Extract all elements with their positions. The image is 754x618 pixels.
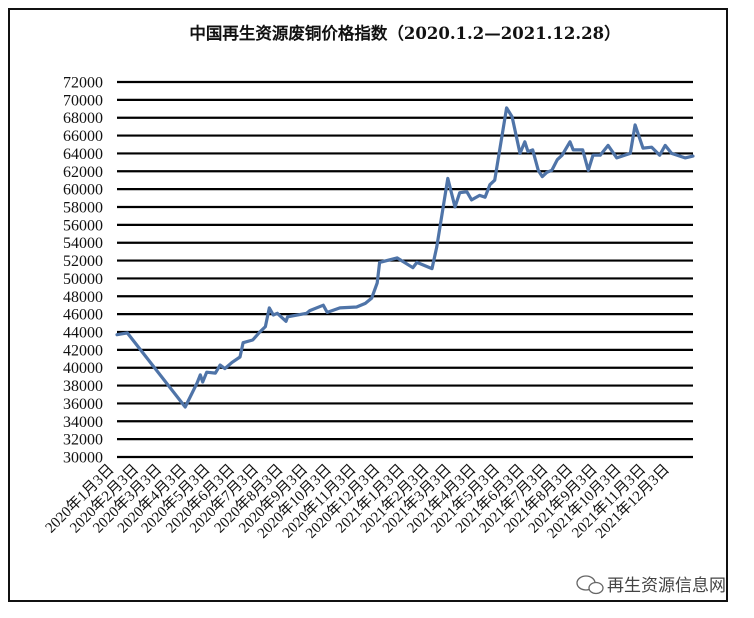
chart-border: [8, 8, 728, 602]
y-tick-label: 46000: [63, 307, 103, 324]
y-tick-label: 66000: [63, 128, 103, 145]
wechat-icon: [576, 575, 604, 595]
y-axis-ticks: 7200070000680006600064000620006000058000…: [63, 75, 103, 467]
y-tick-label: 54000: [63, 235, 103, 252]
y-tick-label: 34000: [63, 414, 103, 431]
gridlines: [117, 80, 693, 459]
y-tick-label: 64000: [63, 146, 103, 163]
y-tick-label: 44000: [63, 325, 103, 342]
y-tick-label: 52000: [63, 253, 103, 270]
watermark-text: 再生资源信息网: [607, 576, 726, 596]
y-tick-label: 50000: [63, 271, 103, 288]
y-tick-label: 56000: [63, 217, 103, 234]
chart-title: 中国再生资源废铜价格指数（2020.1.2—2021.12.28）: [189, 23, 620, 43]
y-tick-label: 72000: [63, 75, 103, 92]
x-axis-ticks: 2020年1月3日2020年2月3日2020年3月3日2020年4月3日2020…: [42, 461, 673, 542]
y-tick-label: 30000: [63, 450, 103, 467]
series-line: [115, 106, 695, 409]
y-tick-label: 40000: [63, 360, 103, 377]
watermark: 再生资源信息网: [576, 575, 726, 596]
y-tick-label: 62000: [63, 164, 103, 181]
y-tick-label: 36000: [63, 396, 103, 413]
y-tick-label: 70000: [63, 92, 103, 109]
y-tick-label: 48000: [63, 289, 103, 306]
y-tick-label: 58000: [63, 200, 103, 217]
y-tick-label: 38000: [63, 378, 103, 395]
y-tick-label: 42000: [63, 342, 103, 359]
y-tick-label: 32000: [63, 432, 103, 449]
y-tick-label: 68000: [63, 110, 103, 127]
y-tick-label: 60000: [63, 182, 103, 199]
